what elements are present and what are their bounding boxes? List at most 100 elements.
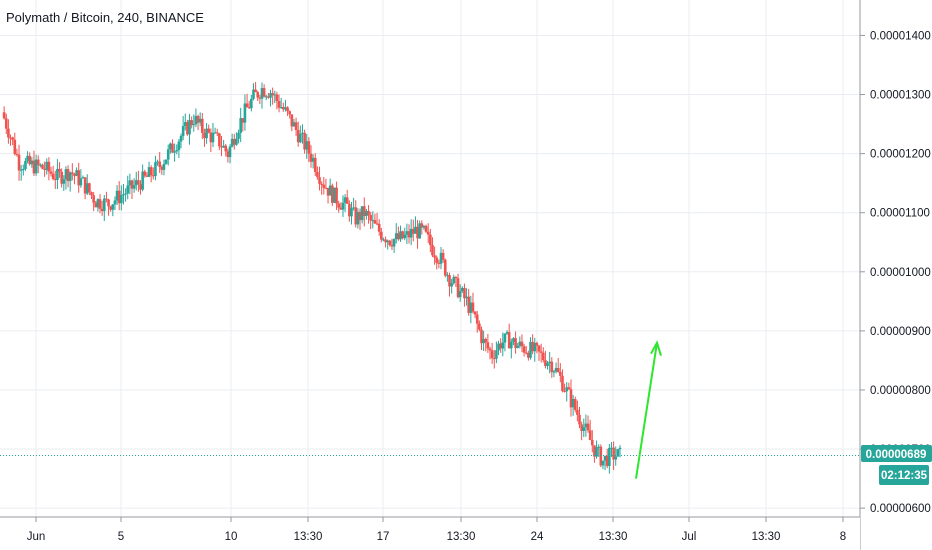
candle-body: [66, 169, 70, 182]
candle-body: [94, 202, 98, 208]
candle-body: [241, 118, 245, 123]
candle-body: [390, 245, 394, 247]
candle-body: [47, 161, 51, 172]
last-price-badge: [861, 445, 932, 462]
candle-body: [354, 207, 358, 225]
candle-body: [160, 166, 164, 170]
candle-body: [279, 107, 283, 109]
candle-body: [301, 132, 304, 134]
x-tick-label: Jul: [682, 531, 697, 543]
candle-body: [377, 223, 381, 232]
candle-body: [405, 231, 409, 235]
candle-body: [201, 118, 204, 133]
candle-body: [461, 287, 464, 292]
candle-body: [290, 114, 294, 127]
candle-body: [571, 399, 575, 408]
candle-body: [190, 120, 193, 126]
candle-body: [550, 361, 554, 373]
x-tick-label: 13:30: [752, 531, 781, 543]
candle-body: [68, 172, 72, 182]
candle-body: [228, 146, 232, 158]
candle-body: [345, 197, 349, 204]
candle-body: [422, 225, 426, 228]
candle-body: [411, 228, 415, 234]
candle-body: [414, 226, 417, 234]
candle-body: [537, 345, 541, 352]
candle-body: [239, 118, 242, 133]
countdown-label: 02:12:35: [881, 470, 928, 482]
candle-body: [209, 132, 213, 143]
candle-body: [326, 187, 330, 196]
candle-body: [337, 203, 341, 208]
candle-body: [452, 276, 456, 284]
grid: [0, 0, 860, 517]
candle-body: [77, 170, 81, 186]
candle-body: [316, 171, 319, 178]
candle-body: [262, 88, 266, 97]
candle-body: [608, 447, 611, 466]
candle-body: [311, 157, 315, 162]
candle-body: [179, 136, 183, 142]
candle-body: [554, 367, 558, 372]
candle-body: [286, 107, 289, 112]
candle-body: [552, 371, 556, 373]
candle-body: [486, 342, 490, 349]
candle-body: [539, 351, 543, 353]
candle-body: [503, 333, 507, 343]
candle-body: [28, 155, 32, 165]
candle-body: [258, 97, 262, 99]
candle-body: [348, 203, 351, 217]
candle-body: [475, 314, 479, 324]
candle-body: [343, 197, 347, 203]
candle-body: [616, 449, 620, 457]
candle-body: [277, 101, 281, 108]
candle-body: [556, 367, 560, 372]
candle-body: [458, 291, 462, 298]
candle-body: [431, 244, 434, 256]
candle-body: [292, 122, 296, 127]
candle-body: [495, 350, 498, 359]
y-tick-label: 0.00000600: [870, 503, 931, 515]
candle-body: [120, 195, 123, 204]
candle-body: [371, 220, 375, 222]
candle-body: [224, 145, 228, 152]
candle-body: [43, 168, 46, 170]
candle-body: [256, 92, 260, 98]
candle-body: [288, 111, 291, 115]
candle-body: [230, 138, 234, 147]
x-tick-label: 13:30: [599, 531, 628, 543]
candle-body: [392, 239, 396, 247]
candle-body: [32, 160, 36, 174]
candle-body: [328, 185, 332, 196]
candle-body: [49, 171, 53, 174]
candle-body: [522, 346, 526, 353]
candle-body: [567, 387, 571, 390]
candle-body: [424, 225, 428, 232]
time-axis-bg[interactable]: [0, 517, 860, 550]
candle-body: [544, 360, 547, 367]
candle-body: [13, 139, 17, 154]
candle-body: [488, 348, 492, 351]
candle-body: [362, 206, 366, 216]
candle-body: [194, 115, 198, 125]
candle-body: [593, 445, 596, 457]
candle-body: [196, 115, 200, 123]
candle-body: [100, 208, 104, 212]
candle-body: [264, 96, 268, 98]
candle-body: [324, 187, 328, 189]
candle-body: [507, 332, 511, 349]
candle-body: [188, 120, 191, 135]
candle-body: [45, 161, 49, 170]
candle-body: [205, 128, 208, 139]
candle-body: [22, 168, 25, 170]
candle-body: [218, 133, 221, 147]
x-tick-label: 13:30: [294, 531, 323, 543]
candle-body: [618, 447, 622, 450]
candle-body: [603, 455, 607, 461]
candle-body: [576, 409, 579, 415]
candle-body: [426, 231, 430, 235]
candle-body: [271, 93, 274, 96]
y-tick-label: 0.00000900: [870, 326, 931, 338]
candle-body: [260, 88, 264, 99]
